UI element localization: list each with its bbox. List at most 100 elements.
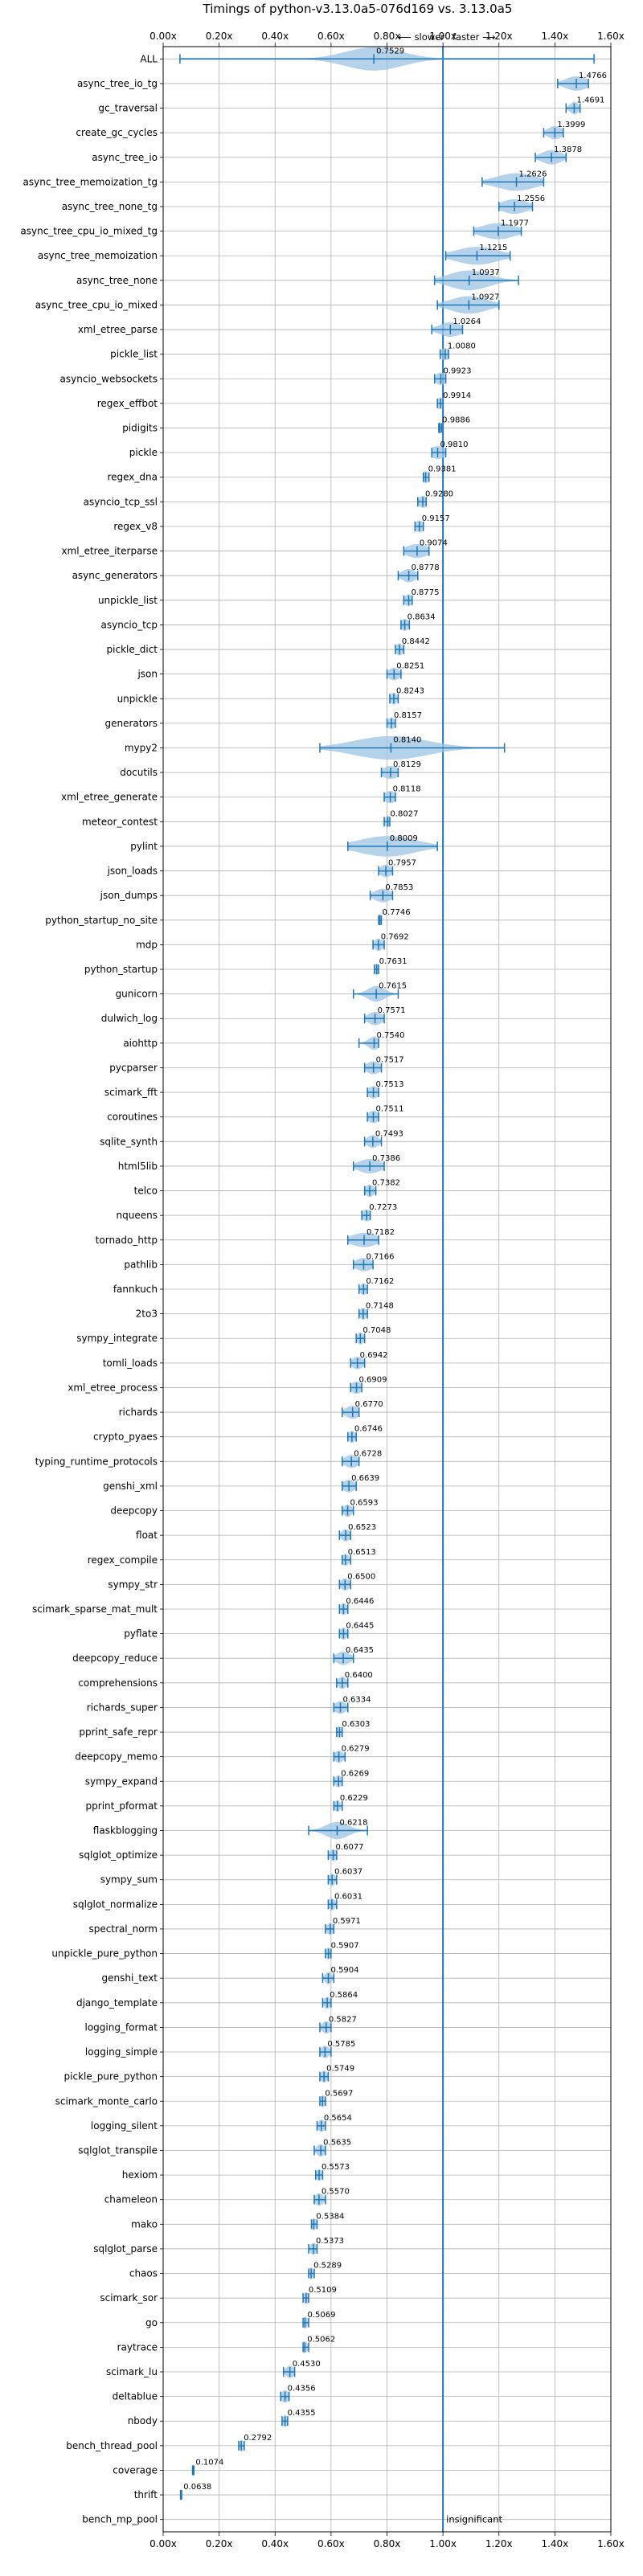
value-label: 0.8140 [393, 735, 421, 744]
value-label: 0.9280 [425, 489, 453, 498]
value-label: 0.8118 [393, 785, 421, 794]
y-tick-label: logging_format [84, 2021, 158, 2033]
y-tick-label: regex_dna [107, 472, 158, 483]
y-tick-label: python_startup [84, 964, 158, 975]
y-tick-label: bench_thread_pool [66, 2440, 158, 2451]
value-label: 0.8157 [394, 711, 422, 720]
value-label: 0.5289 [313, 2262, 342, 2271]
y-tick-label: sqlite_synth [100, 1136, 158, 1147]
y-tick-label: python_startup_no_site [45, 915, 158, 926]
y-tick-label: go [145, 2317, 158, 2328]
y-tick-label: async_tree_memoization_tg [23, 176, 158, 187]
value-label: 0.7692 [381, 932, 409, 941]
y-tick-label: sympy_str [108, 1579, 158, 1590]
y-tick-label: mako [131, 2218, 158, 2230]
y-tick-label: meteor_contest [82, 816, 158, 827]
value-label: 0.7517 [376, 1055, 404, 1064]
x-tick-label-top: 1.60x [597, 31, 625, 42]
value-label: 0.7853 [385, 883, 413, 892]
value-label: 1.3999 [557, 121, 585, 129]
y-tick-label: scimark_monte_carlo [55, 2095, 158, 2107]
value-label: 0.6942 [360, 1351, 388, 1360]
y-tick-label: sympy_sum [100, 1874, 158, 1886]
value-label: 1.1977 [501, 219, 529, 228]
value-label: 0.5573 [322, 2163, 350, 2172]
y-tick-label: coroutines [107, 1112, 158, 1123]
plot-frame [162, 46, 612, 2533]
y-tick-label: sqlglot_optimize [79, 1849, 158, 1861]
y-tick-label: xml_etree_generate [61, 792, 158, 803]
y-tick-label: typing_runtime_protocols [35, 1456, 158, 1467]
y-tick-label: pycparser [109, 1062, 158, 1073]
y-tick-label: docutils [120, 767, 158, 778]
value-label: 0.7273 [369, 1203, 397, 1212]
x-tick-label-top: 0.80x [374, 31, 401, 42]
value-label: 0.7615 [379, 982, 407, 991]
value-label: 0.5069 [307, 2311, 335, 2320]
value-label: 0.6218 [339, 1819, 367, 1828]
value-label: 0.6303 [342, 1720, 370, 1729]
y-tick-label: json [137, 669, 158, 680]
value-label: 0.8027 [390, 809, 418, 818]
y-tick-label: json_loads [107, 866, 158, 877]
y-tick-label: nbody [128, 2415, 158, 2427]
value-label: 0.7386 [372, 1154, 400, 1163]
y-tick-label: asyncio_tcp [100, 619, 158, 630]
y-tick-label: regex_effbot [97, 398, 158, 409]
y-tick-label: regex_compile [88, 1554, 158, 1566]
y-tick-label: pickle_list [110, 349, 158, 360]
value-label: 1.3878 [554, 145, 582, 154]
y-tick-label: async_tree_memoization [38, 250, 158, 261]
value-label: 0.8251 [396, 662, 424, 671]
value-label: 0.8009 [390, 834, 418, 843]
y-tick-label: pylint [130, 841, 158, 852]
slower-direction-label: ⟵ slower [398, 31, 444, 43]
y-tick-label: django_template [76, 1997, 158, 2009]
violin-layer [179, 47, 595, 2532]
value-label: 0.5904 [331, 1966, 359, 1975]
x-tick-label-bottom: 0.20x [206, 2538, 233, 2549]
x-tick-label-bottom: 1.00x [429, 2538, 457, 2549]
value-label: 0.6031 [334, 1892, 362, 1901]
value-label: 0.5570 [322, 2188, 350, 2197]
value-label: 0.6728 [354, 1449, 382, 1458]
y-tick-label: spectral_norm [88, 1923, 158, 1935]
value-label: 0.8775 [411, 588, 439, 597]
chart-title: Timings of python-v3.13.0a5-076d169 vs. … [203, 2, 513, 16]
x-tick-label-top: 1.00x [429, 31, 457, 42]
y-tick-label: float [136, 1530, 158, 1541]
axis-layer: 0.00x 0.00x 0.20x 0.20x 0.40x 0.40x 0.60x 0.60x… [20, 31, 625, 2549]
y-tick-label: telco [134, 1186, 158, 1197]
y-tick-label: genshi_text [102, 1972, 158, 1984]
x-tick-label-bottom: 0.00x [149, 2538, 177, 2549]
value-label: 0.6435 [346, 1646, 374, 1655]
value-label: 0.0638 [183, 2483, 211, 2492]
y-tick-label: dulwich_log [101, 1013, 158, 1024]
value-label: 1.4691 [576, 96, 604, 105]
value-label: 0.5697 [325, 2089, 353, 2098]
x-tick-label-top: 1.40x [541, 31, 568, 42]
value-label: 0.5654 [324, 2114, 352, 2123]
value-label: 0.6593 [350, 1499, 379, 1508]
y-tick-label: pickle_dict [107, 644, 158, 655]
value-label: 0.4530 [293, 2360, 321, 2369]
value-label: 0.5635 [323, 2138, 351, 2147]
value-label: 0.9074 [420, 539, 448, 548]
x-tick-label-bottom: 0.60x [317, 2538, 345, 2549]
value-label: 0.6523 [348, 1523, 376, 1532]
value-label: 0.6909 [359, 1375, 387, 1384]
y-tick-label: aiohttp [123, 1038, 158, 1049]
value-label: 0.5373 [316, 2237, 344, 2246]
y-tick-label: asyncio_tcp_ssl [84, 496, 158, 507]
value-label: 0.6746 [354, 1425, 383, 1434]
y-tick-label: scimark_sparse_mat_mult [32, 1603, 158, 1615]
y-tick-label: bench_mp_pool [82, 2514, 158, 2525]
y-tick-label: 2to3 [136, 1308, 158, 1320]
y-tick-label: pickle_pure_python [64, 2071, 158, 2083]
value-label: 0.1074 [195, 2458, 223, 2467]
y-tick-label: hexiom [122, 2169, 158, 2181]
x-tick-label-top: 0.20x [206, 31, 233, 42]
value-label: 0.7957 [388, 859, 416, 868]
x-tick-label-top: 0.00x [149, 31, 177, 42]
